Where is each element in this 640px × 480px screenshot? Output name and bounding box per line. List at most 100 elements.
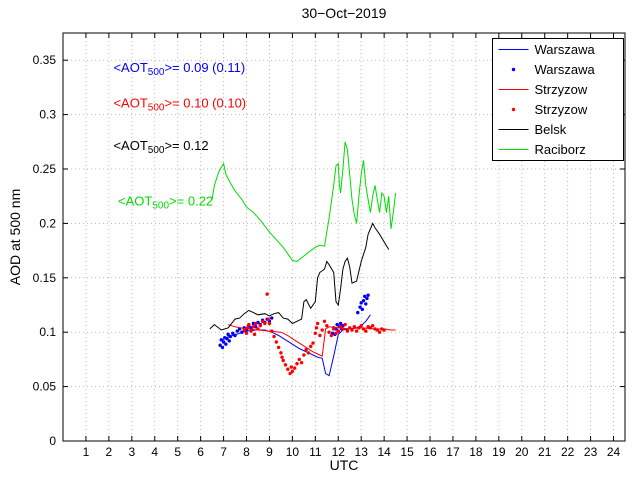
- data-point-strzyzow: [292, 366, 297, 370]
- x-tick-label: 10: [286, 445, 300, 459]
- data-point-warszawa: [335, 322, 339, 327]
- data-point-strzyzow: [249, 329, 253, 333]
- aot-annotation: <AOT500>= 0.09 (0.11): [113, 60, 245, 78]
- data-point-strzyzow: [314, 326, 319, 330]
- x-tick-label: 21: [538, 445, 552, 459]
- legend-label: Belsk: [535, 122, 567, 137]
- y-tick-label: 0.15: [33, 271, 57, 285]
- data-point-warszawa: [228, 334, 233, 339]
- data-point-strzyzow: [329, 333, 334, 338]
- x-tick-label: 13: [355, 445, 369, 459]
- y-tick-label: 0.25: [33, 162, 57, 176]
- data-point-strzyzow: [370, 323, 375, 328]
- data-point-strzyzow: [279, 351, 283, 355]
- data-line-warszawa: [221, 314, 371, 377]
- x-tick-label: 18: [469, 445, 483, 459]
- data-point-strzyzow: [256, 327, 260, 331]
- data-point-warszawa: [227, 339, 232, 343]
- x-tick-label: 19: [492, 445, 506, 459]
- y-tick-label: 0.1: [39, 325, 56, 339]
- data-point-strzyzow: [263, 321, 267, 326]
- x-tick-label: 24: [607, 445, 621, 459]
- x-tick-label: 11: [309, 445, 322, 459]
- data-point-strzyzow: [313, 331, 318, 335]
- data-point-warszawa: [219, 338, 223, 342]
- data-point-strzyzow: [260, 319, 265, 324]
- data-point-strzyzow: [354, 329, 359, 333]
- x-tick-label: 1: [83, 445, 90, 459]
- x-tick-label: 4: [151, 445, 158, 459]
- data-point-strzyzow: [258, 323, 262, 328]
- data-point-warszawa: [233, 333, 237, 338]
- legend-label: Warszawa: [535, 42, 596, 57]
- data-point-warszawa: [338, 321, 343, 326]
- data-point-strzyzow: [288, 371, 292, 376]
- data-point-strzyzow: [350, 328, 354, 332]
- data-point-strzyzow: [382, 328, 386, 332]
- legend-marker-dot: [511, 67, 516, 72]
- x-tick-label: 23: [584, 445, 598, 459]
- legend-label: Warszawa: [535, 62, 596, 77]
- data-point-warszawa: [366, 293, 370, 297]
- data-point-strzyzow: [247, 322, 251, 327]
- data-point-strzyzow: [280, 355, 284, 359]
- y-tick-label: 0.2: [39, 216, 56, 230]
- data-point-strzyzow: [336, 329, 340, 333]
- data-point-strzyzow: [295, 362, 299, 366]
- data-point-warszawa: [358, 305, 362, 309]
- y-tick-label: 0.35: [33, 53, 57, 67]
- data-point-strzyzow: [253, 321, 258, 326]
- legend-label: Strzyzow: [535, 82, 588, 97]
- axes-box: [62, 32, 626, 442]
- data-point-warszawa: [240, 330, 244, 334]
- y-tick-label: 0: [49, 434, 56, 448]
- legend-box: [492, 38, 624, 161]
- data-point-strzyzow: [286, 367, 290, 371]
- chart-title: 30−Oct−2019: [301, 5, 387, 21]
- data-point-strzyzow: [276, 345, 281, 350]
- data-point-strzyzow: [368, 326, 373, 330]
- data-point-strzyzow: [315, 321, 320, 326]
- data-point-warszawa: [226, 332, 230, 337]
- aot-annotation: <AOT500>= 0.12: [113, 138, 208, 156]
- data-point-warszawa: [231, 331, 235, 335]
- data-point-strzyzow: [364, 329, 368, 333]
- data-point-strzyzow: [377, 330, 382, 334]
- data-point-strzyzow: [272, 334, 276, 339]
- data-point-strzyzow: [244, 331, 249, 335]
- data-point-strzyzow: [345, 329, 350, 333]
- data-point-strzyzow: [270, 329, 274, 333]
- data-point-strzyzow: [359, 323, 363, 328]
- data-point-warszawa: [360, 307, 365, 312]
- data-line-strzyzow: [228, 324, 396, 357]
- x-tick-label: 22: [561, 445, 575, 459]
- x-tick-label: 3: [128, 445, 135, 459]
- x-tick-label: 20: [515, 445, 529, 459]
- data-point-warszawa: [224, 342, 228, 346]
- legend-marker-dot: [511, 107, 516, 112]
- x-tick-label: 7: [220, 445, 227, 459]
- data-point-strzyzow: [334, 331, 338, 335]
- data-point-strzyzow: [274, 340, 279, 344]
- data-point-strzyzow: [343, 322, 347, 327]
- data-point-warszawa: [225, 337, 229, 341]
- x-tick-label: 17: [446, 445, 460, 459]
- data-point-strzyzow: [331, 327, 336, 331]
- x-tick-label: 5: [174, 445, 181, 459]
- data-point-strzyzow: [375, 328, 379, 332]
- data-point-strzyzow: [265, 292, 269, 296]
- x-tick-label: 6: [197, 445, 204, 459]
- aot-annotation: <AOT500>= 0.10 (0.10): [113, 96, 246, 114]
- data-point-strzyzow: [322, 319, 327, 324]
- data-line-belsk: [209, 222, 390, 331]
- x-tick-label: 15: [400, 445, 414, 459]
- x-axis-label: UTC: [329, 457, 359, 473]
- data-point-strzyzow: [242, 328, 246, 332]
- data-point-strzyzow: [290, 369, 295, 374]
- data-point-strzyzow: [299, 360, 304, 365]
- data-point-strzyzow: [327, 330, 331, 334]
- data-point-warszawa: [362, 294, 367, 298]
- data-point-strzyzow: [289, 365, 293, 369]
- aot-annotation: <AOT500>= 0.22: [118, 194, 213, 212]
